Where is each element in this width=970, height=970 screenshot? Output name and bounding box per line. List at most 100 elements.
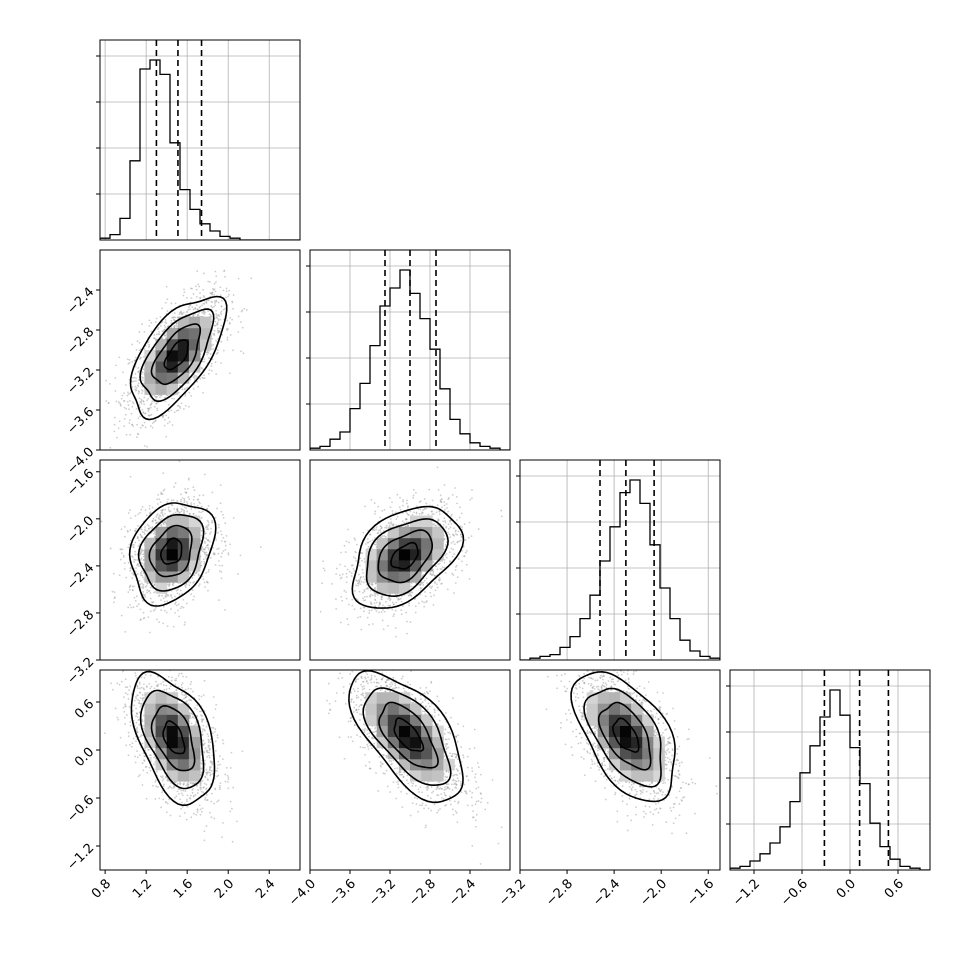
- density-cell: [177, 537, 190, 550]
- sample-point: [215, 300, 218, 303]
- sample-point: [348, 541, 350, 544]
- sample-point: [197, 498, 200, 501]
- sample-point: [202, 312, 205, 315]
- sample-point: [129, 475, 132, 478]
- sample-point: [134, 385, 137, 388]
- sample-point: [240, 350, 242, 353]
- sample-point: [174, 595, 176, 598]
- sample-point: [135, 407, 138, 410]
- sample-point: [384, 526, 387, 529]
- sample-point: [391, 601, 394, 604]
- sample-point: [183, 506, 186, 509]
- sample-point: [200, 516, 203, 519]
- sample-point: [222, 289, 225, 292]
- sample-point: [225, 287, 228, 290]
- sample-point: [147, 397, 150, 400]
- sample-point: [206, 526, 209, 529]
- sample-point: [178, 460, 181, 463]
- density-cell: [177, 316, 190, 329]
- sample-point: [352, 568, 355, 570]
- sample-point: [345, 576, 348, 578]
- sample-point: [151, 520, 154, 523]
- sample-point: [148, 589, 151, 592]
- sample-point: [164, 512, 166, 515]
- sample-point: [140, 536, 143, 539]
- sample-point: [109, 446, 112, 449]
- sample-point: [339, 621, 342, 624]
- sample-point: [225, 296, 227, 299]
- sample-point: [119, 405, 122, 407]
- sample-point: [452, 548, 455, 551]
- sample-point: [454, 487, 457, 489]
- sample-point: [136, 384, 139, 387]
- sample-point: [213, 305, 215, 308]
- sample-point: [192, 315, 194, 318]
- sample-point: [394, 609, 397, 612]
- sample-point: [222, 513, 224, 516]
- sample-point: [206, 350, 209, 352]
- sample-point: [137, 417, 140, 420]
- sample-point: [219, 484, 222, 487]
- y-tick-label: −2.4: [64, 285, 97, 318]
- sample-point: [129, 603, 132, 606]
- sample-point: [141, 562, 143, 564]
- sample-point: [221, 333, 224, 336]
- sample-point: [213, 552, 216, 554]
- sample-point: [225, 290, 228, 293]
- sample-point: [199, 502, 201, 505]
- sample-point: [182, 294, 185, 297]
- sample-point: [136, 537, 139, 540]
- sample-point: [164, 318, 167, 321]
- sample-point: [227, 552, 230, 554]
- sample-point: [127, 546, 130, 549]
- sample-point: [185, 491, 188, 494]
- sample-point: [119, 558, 122, 561]
- sample-point: [193, 595, 196, 598]
- sample-point: [156, 503, 159, 505]
- sample-point: [359, 576, 362, 579]
- sample-point: [211, 293, 214, 296]
- sample-point: [155, 516, 158, 519]
- sample-point: [155, 333, 158, 336]
- sample-point: [391, 512, 394, 515]
- sample-point: [460, 560, 463, 563]
- sample-point: [121, 552, 123, 555]
- sample-point: [200, 350, 203, 352]
- sample-point: [184, 488, 186, 490]
- sample-point: [138, 341, 141, 344]
- sample-point: [444, 554, 447, 557]
- sample-point: [160, 599, 162, 602]
- sample-point: [217, 552, 220, 555]
- sample-point: [207, 521, 210, 524]
- sample-point: [159, 501, 162, 503]
- sample-point: [164, 400, 167, 403]
- sample-point: [218, 526, 220, 529]
- sample-point: [200, 511, 203, 514]
- sample-point: [146, 445, 148, 448]
- sample-point: [156, 407, 159, 410]
- sample-point: [184, 621, 186, 624]
- sample-point: [146, 530, 148, 532]
- sample-point: [139, 356, 142, 359]
- sample-point: [425, 507, 428, 510]
- sample-point: [419, 508, 422, 511]
- sample-point: [399, 597, 402, 600]
- sample-point: [160, 491, 163, 494]
- sample-point: [142, 587, 145, 590]
- density-cell: [144, 571, 156, 583]
- sample-point: [425, 577, 428, 580]
- sample-point: [140, 618, 142, 621]
- sample-point: [231, 301, 234, 304]
- sample-point: [395, 596, 398, 599]
- sample-point: [214, 302, 216, 304]
- sample-point: [190, 593, 193, 596]
- sample-point: [207, 310, 210, 313]
- sample-point: [142, 572, 145, 575]
- sample-point: [132, 425, 134, 427]
- sample-point: [215, 281, 217, 283]
- sample-point: [141, 424, 144, 427]
- sample-point: [137, 382, 140, 385]
- sample-point: [432, 513, 435, 515]
- sample-point: [124, 384, 127, 386]
- sample-point: [146, 582, 149, 585]
